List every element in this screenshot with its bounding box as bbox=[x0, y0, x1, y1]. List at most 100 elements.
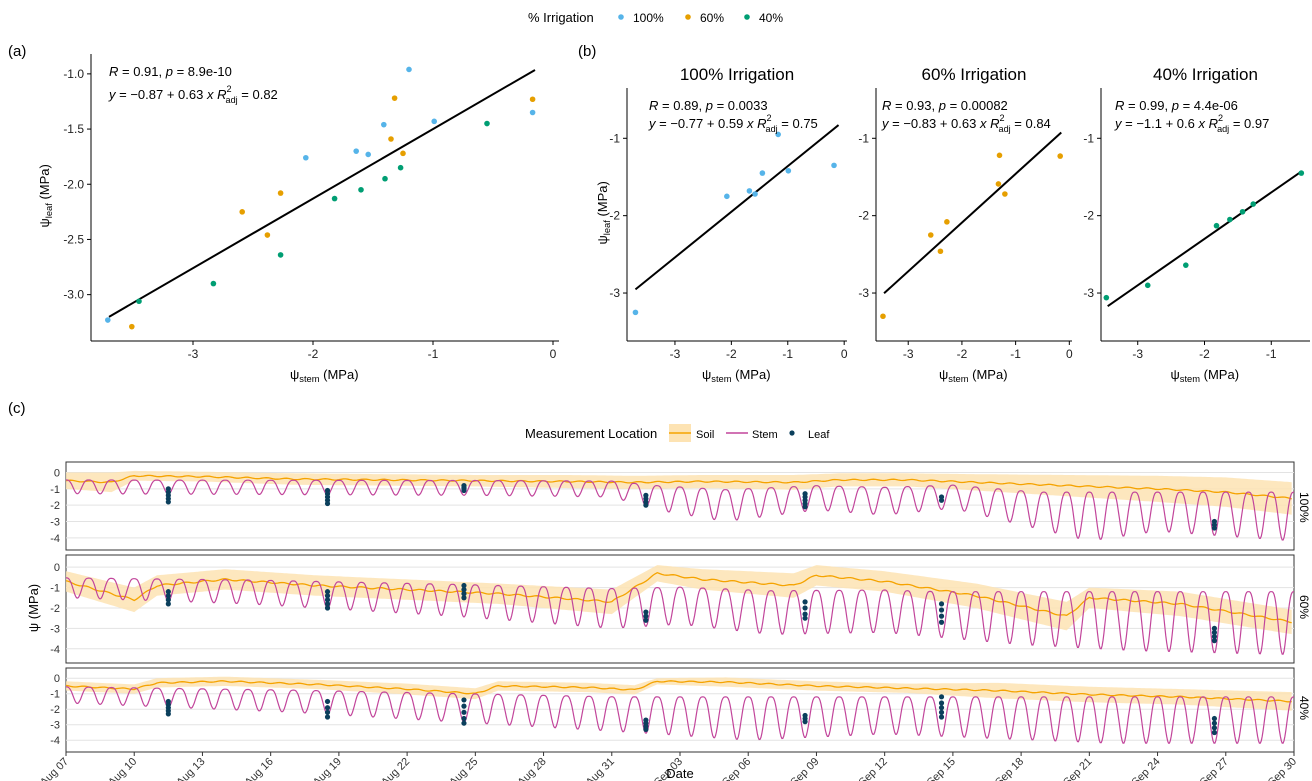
annotation-equation: y = −0.83 + 0.63 x R2 adj = 0.84 bbox=[881, 113, 1051, 134]
x-tick-label: Sep 27 bbox=[1198, 756, 1231, 781]
leaf-point bbox=[461, 720, 467, 726]
y-tick-label: 0 bbox=[54, 468, 60, 480]
data-point-60 bbox=[996, 152, 1003, 159]
annotation-r-p: R = 0.93, p = 0.00082 bbox=[882, 98, 1008, 113]
y-tick-label: -4 bbox=[50, 644, 60, 656]
leaf-point bbox=[938, 613, 945, 619]
y-tick-label: -4 bbox=[50, 533, 60, 545]
legend-title: % Irrigation bbox=[528, 10, 594, 25]
x-axis-title: ψstem (MPa) bbox=[939, 367, 1008, 384]
leaf-point bbox=[643, 609, 649, 615]
y-tick-label: -2 bbox=[1083, 209, 1094, 223]
legend-label-40: 40% bbox=[759, 11, 783, 25]
x-axis-title: Date bbox=[666, 766, 693, 781]
x-tick-label: -1 bbox=[428, 347, 439, 361]
leaf-point bbox=[165, 711, 171, 717]
leaf-point bbox=[324, 698, 331, 705]
y-tick-label: 0 bbox=[54, 562, 60, 574]
soil-ribbon bbox=[66, 565, 1292, 635]
leaf-point bbox=[461, 587, 467, 593]
y-tick-label: -3 bbox=[858, 286, 869, 300]
legend-measurement-title: Measurement Location bbox=[525, 426, 657, 441]
y-tick-label: -1 bbox=[50, 484, 60, 496]
y-tick-label: -1.0 bbox=[63, 67, 84, 81]
data-point-40 bbox=[1213, 222, 1220, 229]
leaf-point bbox=[938, 619, 945, 625]
annotation-r-p: R = 0.89, p = 0.0033 bbox=[649, 98, 768, 113]
x-tick-label: -3 bbox=[188, 347, 199, 361]
data-point-60 bbox=[1057, 153, 1063, 159]
data-point-100 bbox=[775, 131, 781, 138]
leaf-point bbox=[324, 714, 331, 720]
y-tick-label: -3 bbox=[50, 623, 60, 635]
x-tick-label: Aug 28 bbox=[516, 756, 549, 781]
data-point-100 bbox=[406, 66, 412, 73]
data-point-100 bbox=[365, 151, 372, 158]
leaf-point bbox=[1211, 720, 1218, 726]
leaf-point bbox=[938, 709, 945, 715]
leaf-point bbox=[165, 499, 171, 505]
leaf-point bbox=[324, 709, 331, 715]
y-tick-label: -2 bbox=[50, 603, 60, 615]
data-point-60 bbox=[529, 96, 536, 103]
leaf-point bbox=[802, 504, 808, 510]
stem-line bbox=[66, 577, 1294, 655]
data-point-40 bbox=[397, 164, 404, 171]
data-point-60 bbox=[388, 136, 394, 142]
data-point-40 bbox=[358, 186, 364, 193]
x-tick-label: Aug 16 bbox=[243, 756, 276, 781]
x-tick-label: -2 bbox=[308, 347, 319, 361]
soil-line bbox=[65, 474, 1292, 500]
data-point-60 bbox=[129, 323, 135, 330]
data-point-100 bbox=[759, 170, 766, 176]
legend-stem-label: Stem bbox=[752, 429, 778, 441]
soil-line bbox=[65, 680, 1292, 703]
data-point-40 bbox=[484, 120, 490, 127]
leaf-point bbox=[165, 597, 171, 603]
panel-title: 100% Irrigation bbox=[680, 65, 794, 84]
leaf-point bbox=[938, 601, 945, 607]
leaf-point bbox=[938, 694, 945, 700]
leaf-point bbox=[1211, 725, 1218, 731]
x-tick-label: -1 bbox=[782, 347, 793, 361]
panel-label-c: (c) bbox=[8, 400, 26, 417]
x-tick-label: 0 bbox=[550, 347, 557, 361]
legend-label-60: 60% bbox=[700, 11, 724, 25]
legend-irrigation: % Irrigation 100% 60% 40% bbox=[528, 10, 783, 25]
leaf-point bbox=[643, 617, 649, 623]
data-point-40 bbox=[1227, 216, 1233, 223]
y-tick-label: -1.5 bbox=[63, 122, 84, 136]
data-point-60 bbox=[880, 313, 886, 320]
data-point-40 bbox=[210, 280, 217, 287]
y-tick-label: -1 bbox=[609, 131, 620, 145]
x-tick-label: Aug 31 bbox=[584, 756, 617, 781]
x-tick-label: Sep 30 bbox=[1266, 756, 1299, 781]
data-point-60 bbox=[391, 95, 398, 101]
data-point-100 bbox=[831, 162, 837, 169]
regression-line bbox=[634, 124, 840, 291]
leaf-point bbox=[461, 697, 467, 703]
data-point-60 bbox=[264, 232, 271, 238]
y-axis-title: ψleaf (MPa) bbox=[37, 164, 54, 227]
legend-marker-60 bbox=[685, 14, 691, 20]
y-tick-label: 0 bbox=[54, 673, 60, 685]
y-tick-label: -3 bbox=[50, 517, 60, 529]
soil-ribbon bbox=[66, 676, 1292, 711]
y-tick-label: -2.5 bbox=[63, 232, 84, 246]
leaf-point bbox=[165, 589, 171, 595]
leaf-point bbox=[324, 500, 331, 507]
x-tick-label: -3 bbox=[1132, 347, 1143, 361]
leaf-point bbox=[461, 595, 467, 601]
x-axis-title: ψstem (MPa) bbox=[702, 367, 771, 384]
leaf-point bbox=[324, 705, 331, 711]
leaf-point bbox=[324, 593, 331, 599]
x-tick-label: -2 bbox=[957, 347, 968, 361]
y-tick-label: -3 bbox=[1083, 286, 1094, 300]
y-tick-label: -3 bbox=[50, 720, 60, 732]
data-point-60 bbox=[277, 190, 284, 196]
data-point-60 bbox=[937, 248, 944, 255]
x-tick-label: Sep 09 bbox=[788, 756, 821, 781]
x-tick-label: Sep 24 bbox=[1130, 756, 1163, 781]
leaf-point bbox=[165, 593, 171, 599]
